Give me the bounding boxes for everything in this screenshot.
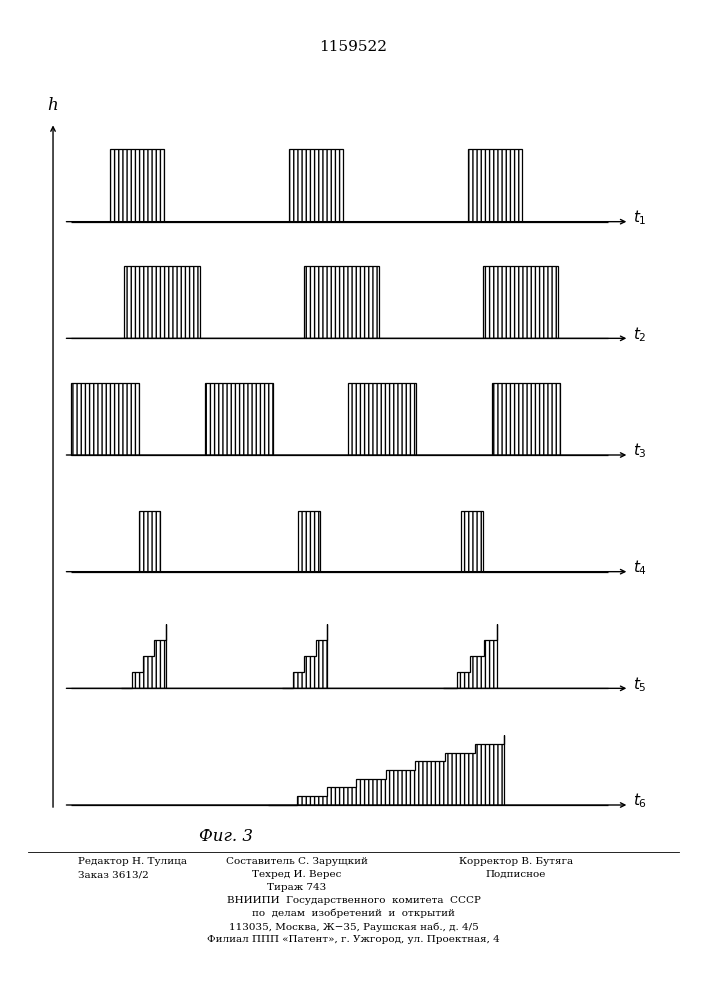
Bar (491, 383, 560, 455)
Text: Подписное: Подписное (486, 870, 547, 879)
Text: $t_2$: $t_2$ (633, 325, 646, 344)
Text: Редактор Н. Тулица: Редактор Н. Тулица (78, 857, 187, 866)
Bar (461, 511, 483, 572)
Bar (71, 383, 139, 455)
Text: по  делам  изобретений  и  открытий: по делам изобретений и открытий (252, 909, 455, 918)
Bar (483, 266, 558, 338)
Bar (349, 383, 416, 455)
Text: $t_4$: $t_4$ (633, 558, 647, 577)
Bar (205, 383, 273, 455)
Text: 1159522: 1159522 (320, 40, 387, 54)
Bar (298, 511, 320, 572)
Text: 113035, Москва, Ж−35, Раушская наб., д. 4/5: 113035, Москва, Ж−35, Раушская наб., д. … (228, 922, 479, 932)
Bar (303, 266, 379, 338)
Text: ВНИИПИ  Государственного  комитета  СССР: ВНИИПИ Государственного комитета СССР (226, 896, 481, 905)
Text: $t_5$: $t_5$ (633, 675, 646, 694)
Text: Составитель С. Зарущкий: Составитель С. Зарущкий (226, 857, 368, 866)
Polygon shape (121, 624, 165, 688)
Bar (289, 149, 343, 222)
Polygon shape (443, 624, 497, 688)
Text: $t_6$: $t_6$ (633, 792, 647, 810)
Text: Заказ 3613/2: Заказ 3613/2 (78, 870, 148, 879)
Text: Фиг. 3: Фиг. 3 (199, 828, 253, 845)
Bar (110, 149, 164, 222)
Text: Техред И. Верес: Техред И. Верес (252, 870, 341, 879)
Text: h: h (47, 98, 59, 114)
Polygon shape (282, 624, 327, 688)
Text: Тираж 743: Тираж 743 (267, 883, 327, 892)
Text: $t_1$: $t_1$ (633, 208, 646, 227)
Bar (139, 511, 160, 572)
Text: Филиал ППП «Патент», г. Ужгород, ул. Проектная, 4: Филиал ППП «Патент», г. Ужгород, ул. Про… (207, 935, 500, 944)
Text: Корректор В. Бутяга: Корректор В. Бутяга (459, 857, 573, 866)
Text: $t_3$: $t_3$ (633, 442, 647, 460)
Polygon shape (268, 735, 504, 805)
Bar (124, 266, 199, 338)
Bar (468, 149, 522, 222)
